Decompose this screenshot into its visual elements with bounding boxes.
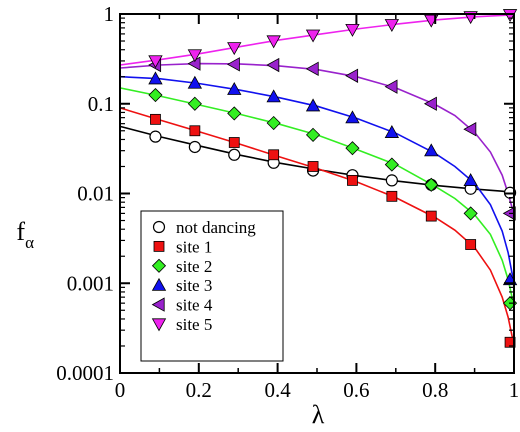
series-line-3: [119, 87, 515, 304]
data-point-series-1: [149, 130, 162, 143]
x-tick-label: 1: [509, 378, 520, 402]
data-point-series-6: [305, 29, 321, 43]
x-tick-label: 0.6: [343, 378, 369, 402]
data-point-series-4: [266, 89, 281, 103]
x-tick-label: 0.2: [186, 378, 212, 402]
series-markers: [148, 9, 518, 348]
data-point-series-1: [385, 174, 398, 187]
data-point-series-5: [266, 57, 280, 73]
data-point-series-2: [504, 336, 516, 348]
data-point-series-3: [305, 127, 321, 142]
data-point-series-2: [386, 190, 398, 202]
data-point-series-3: [148, 87, 163, 103]
y-tick-labels: 0.0001 0.001 0.01 0.1 1: [56, 2, 114, 385]
x-tick-label: 0: [115, 378, 126, 402]
data-point-series-2: [150, 113, 161, 125]
data-point-series-3: [384, 157, 399, 172]
data-point-series-6: [345, 24, 360, 37]
data-point-series-3: [345, 141, 360, 156]
y-tick-label: 0.001: [67, 271, 114, 295]
data-point-series-1: [188, 140, 201, 154]
y-axis-title: fα: [16, 217, 34, 252]
y-axis-title-sub: α: [25, 233, 34, 252]
data-point-series-6: [187, 49, 203, 63]
data-point-series-4: [187, 75, 203, 89]
data-point-series-2: [347, 174, 358, 186]
x-axis-title: λ: [312, 400, 325, 429]
data-point-series-5: [226, 57, 240, 72]
data-point-series-3: [463, 206, 478, 221]
axis-ticks: [119, 13, 515, 374]
data-point-series-5: [305, 61, 319, 77]
legend-marker-4: [151, 277, 167, 291]
legend-marker-5: [151, 297, 165, 312]
data-point-series-6: [384, 19, 400, 33]
data-point-series-2: [268, 149, 280, 161]
data-point-series-3: [187, 96, 202, 111]
legend-box: [140, 210, 284, 362]
y-tick-label: 0.1: [88, 92, 114, 116]
series-line-5: [119, 62, 515, 214]
legend-label-4: site 3: [176, 276, 212, 295]
data-point-series-2: [228, 137, 240, 148]
legend-label-6: site 5: [176, 315, 212, 334]
series-line-6: [119, 14, 515, 66]
y-tick-label: 1: [104, 2, 115, 26]
data-point-series-2: [189, 125, 201, 137]
legend-marker-2: [153, 240, 165, 252]
legend-label-3: site 2: [176, 257, 212, 276]
legend-marker-3: [151, 258, 167, 273]
legend-label-5: site 4: [176, 296, 213, 315]
data-point-series-4: [424, 143, 439, 157]
series-line-2: [119, 107, 515, 343]
legend-label-1: not dancing: [176, 218, 256, 237]
y-tick-label: 0.01: [77, 182, 114, 206]
y-tick-label: 0.0001: [56, 361, 114, 385]
data-point-series-2: [465, 239, 477, 250]
x-tick-label: 0.4: [264, 378, 291, 402]
series-line-4: [119, 75, 515, 280]
data-point-series-4: [227, 81, 242, 95]
y-axis-title-main: f: [16, 217, 25, 246]
data-point-series-1: [228, 148, 241, 161]
data-point-series-4: [384, 125, 400, 138]
data-point-series-5: [345, 68, 359, 83]
data-point-series-5: [384, 79, 398, 94]
x-tick-labels: 0 0.2 0.4 0.6 0.8 1: [115, 378, 520, 402]
data-point-series-3: [266, 115, 281, 131]
data-point-series-4: [305, 98, 321, 112]
data-point-series-4: [463, 173, 478, 186]
legend-marker-6: [151, 318, 167, 332]
data-point-series-2: [307, 161, 319, 172]
data-point-series-4: [148, 71, 163, 85]
x-tick-label: 0.8: [422, 378, 448, 402]
data-point-series-6: [266, 35, 281, 49]
data-point-series-6: [148, 55, 163, 69]
data-point-series-3: [227, 106, 242, 121]
data-point-series-6: [227, 42, 242, 56]
data-point-series-5: [423, 96, 437, 111]
data-point-series-2: [425, 210, 437, 222]
data-point-series-3: [424, 177, 439, 192]
legend-marker-1: [152, 220, 166, 234]
data-point-series-5: [463, 122, 477, 137]
legend-label-2: site 1: [176, 237, 212, 256]
data-point-series-4: [345, 110, 360, 124]
